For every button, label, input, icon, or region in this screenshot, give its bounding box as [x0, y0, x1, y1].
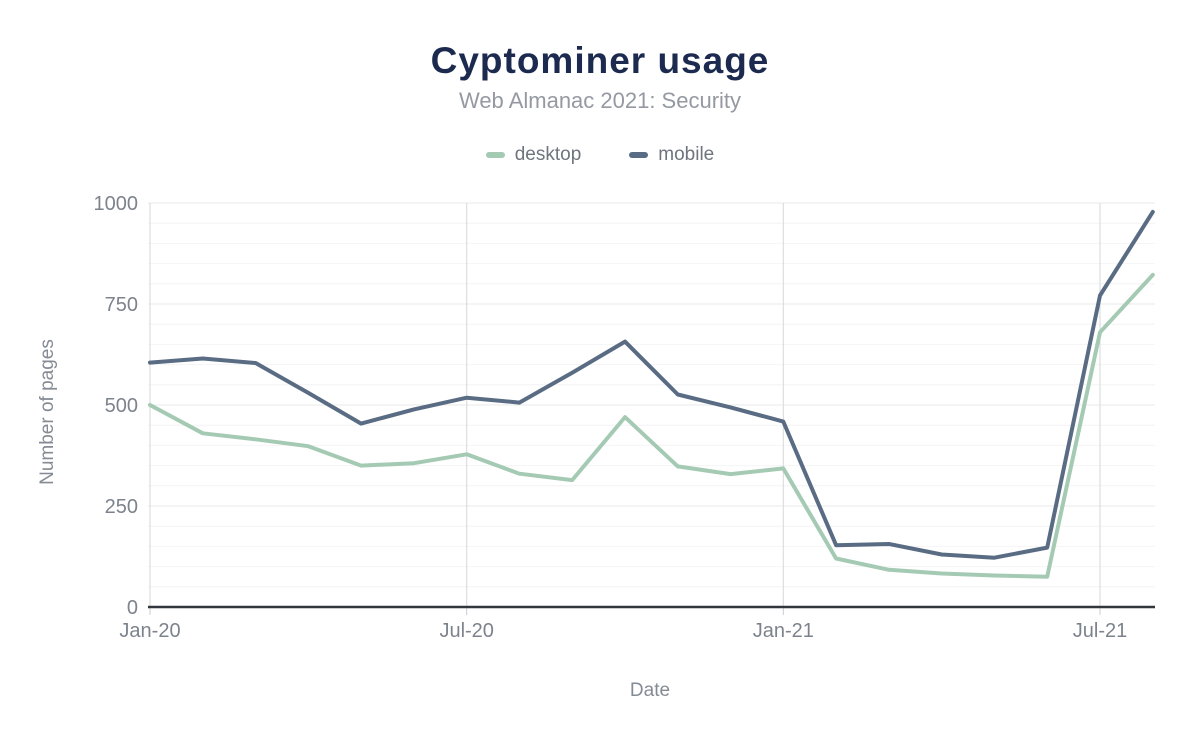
- x-tick-label: Jan-20: [119, 620, 180, 642]
- x-tick-label: Jan-21: [753, 620, 814, 642]
- legend-label-desktop: desktop: [514, 144, 582, 165]
- series-line-mobile[interactable]: [148, 209, 1155, 560]
- y-tick-label: 250: [105, 496, 138, 518]
- y-tick-label: 1000: [94, 193, 139, 215]
- y-tick-label: 0: [127, 597, 138, 619]
- legend-label-mobile: mobile: [658, 144, 715, 165]
- legend-item-mobile[interactable]: mobile: [629, 144, 714, 166]
- chart-subtitle: Web Almanac 2021: Security: [458, 88, 742, 113]
- legend-swatch-mobile-icon: [629, 152, 649, 158]
- x-tick-label: Jul-20: [439, 620, 493, 642]
- x-tick-label: Jul-21: [1073, 620, 1127, 642]
- legend-item-desktop[interactable]: desktop: [485, 144, 582, 166]
- chart-title: Cyptominer usage: [430, 40, 770, 81]
- y-axis-title: Number of pages: [37, 339, 58, 485]
- y-tick-label: 500: [105, 395, 138, 417]
- y-tick-label: 750: [105, 294, 138, 316]
- x-axis-title: Date: [629, 680, 671, 701]
- series-line-desktop[interactable]: [148, 272, 1155, 579]
- legend: desktop mobile: [0, 144, 1200, 166]
- legend-swatch-desktop-icon: [485, 152, 505, 158]
